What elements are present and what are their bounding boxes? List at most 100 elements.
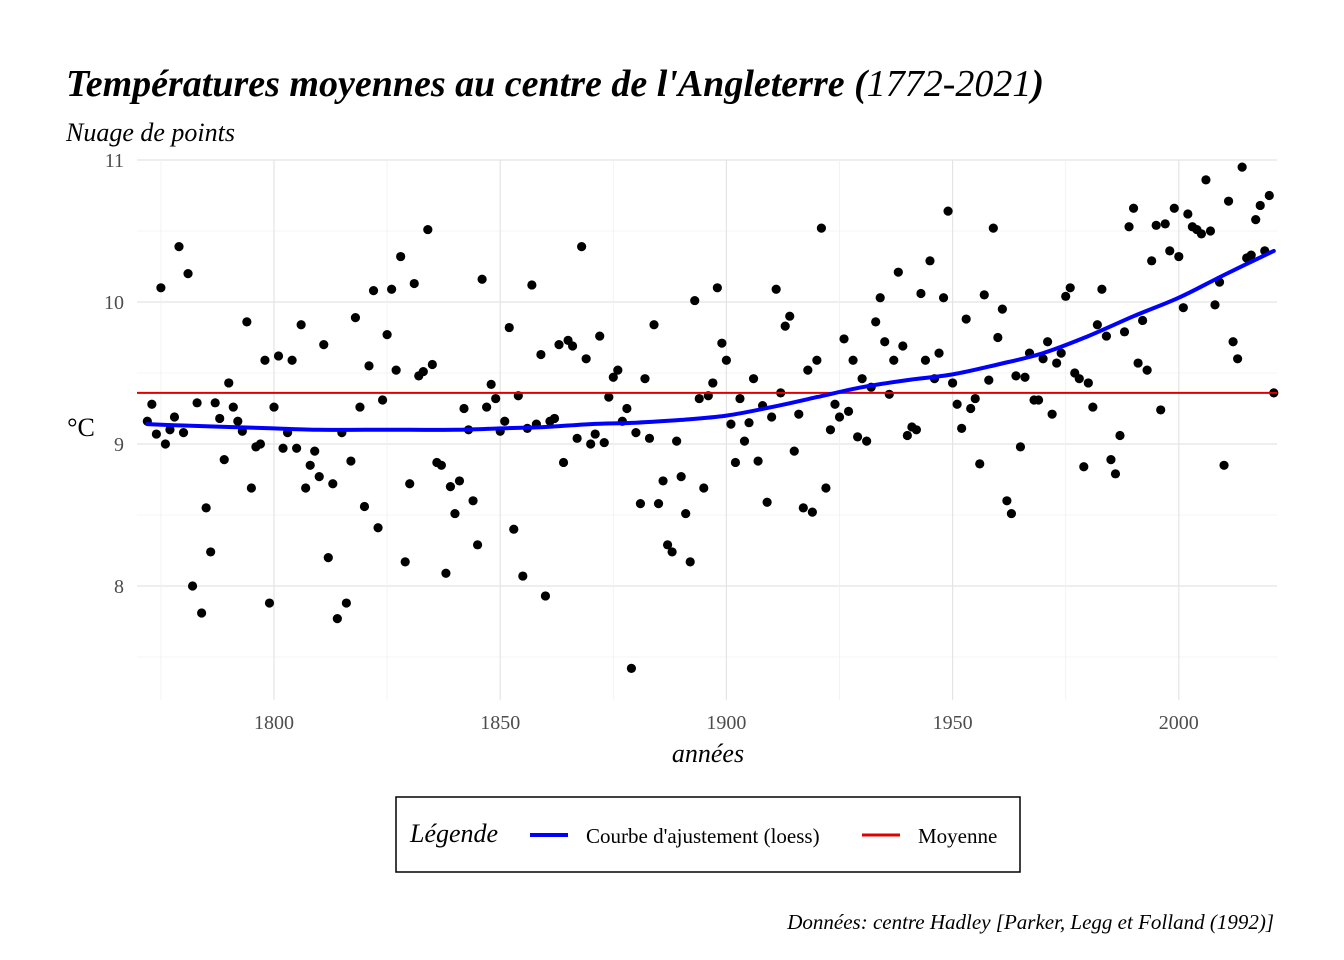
data-point: [843, 406, 854, 416]
data-point: [1110, 469, 1121, 479]
legend: Légende Courbe d'ajustement (loess) Moye…: [395, 796, 1021, 873]
data-point: [685, 557, 695, 567]
data-point: [1223, 196, 1234, 206]
data-point: [667, 547, 677, 557]
x-tick-label: 1850: [480, 712, 520, 734]
data-point: [341, 598, 351, 608]
data-point: [721, 355, 732, 365]
data-point: [1196, 229, 1207, 239]
data-point: [423, 224, 433, 235]
data-point: [1156, 405, 1166, 415]
data-point: [518, 571, 528, 581]
data-point: [970, 393, 980, 404]
data-point: [613, 365, 623, 375]
data-point: [482, 402, 492, 412]
data-point: [1074, 374, 1084, 384]
data-point: [653, 499, 664, 509]
data-point: [590, 429, 600, 439]
data-point: [558, 457, 569, 468]
data-point: [803, 365, 813, 375]
data-point: [468, 496, 478, 506]
data-point: [278, 443, 288, 453]
data-point: [500, 416, 510, 426]
data-point: [536, 349, 546, 360]
data-point: [355, 402, 365, 412]
data-point: [359, 501, 370, 512]
data-point: [373, 523, 383, 533]
legend-label-loess: Courbe d'ajustement (loess): [586, 824, 820, 848]
data-point: [187, 581, 198, 591]
data-point: [1043, 337, 1053, 347]
data-point: [898, 341, 908, 351]
data-point: [997, 304, 1007, 314]
data-point: [174, 242, 184, 252]
data-point: [527, 280, 537, 290]
data-point: [1165, 246, 1175, 256]
data-point: [264, 598, 275, 608]
data-point: [1011, 371, 1021, 381]
data-point: [753, 456, 763, 466]
data-point: [1210, 300, 1220, 310]
y-tick-label: 11: [105, 150, 124, 172]
data-point: [952, 399, 962, 409]
data-point: [825, 425, 836, 435]
data-point: [1079, 462, 1089, 472]
data-point: [1047, 409, 1057, 419]
data-point: [364, 361, 374, 371]
data-point: [767, 412, 777, 422]
data-point: [540, 591, 551, 601]
data-point: [1138, 315, 1148, 326]
data-point: [418, 366, 428, 377]
data-point: [599, 437, 609, 448]
data-point: [296, 320, 306, 330]
data-point: [794, 409, 804, 419]
data-point: [735, 393, 745, 404]
data-point: [744, 418, 754, 428]
data-point: [979, 290, 989, 300]
data-point: [224, 378, 234, 388]
data-point: [1133, 358, 1143, 368]
data-point: [771, 284, 781, 294]
data-point: [649, 320, 659, 330]
data-point: [445, 482, 456, 492]
data-point: [1015, 442, 1026, 452]
data-point: [690, 295, 700, 306]
data-point: [1160, 219, 1170, 229]
data-point: [681, 508, 691, 519]
data-point: [151, 429, 161, 439]
data-point: [1128, 203, 1139, 213]
data-point: [206, 547, 216, 557]
data-point: [350, 313, 361, 323]
data-point: [586, 439, 596, 449]
data-point: [848, 355, 858, 365]
data-point: [1038, 354, 1048, 364]
data-point: [310, 446, 320, 456]
y-tick-label: 10: [104, 292, 124, 314]
data-point: [219, 455, 229, 465]
data-point: [785, 311, 795, 321]
data-point: [233, 416, 243, 426]
data-point: [1020, 372, 1030, 382]
data-point: [459, 403, 469, 414]
data-point: [739, 436, 750, 446]
data-point: [830, 399, 840, 409]
data-point: [604, 392, 614, 402]
data-point: [156, 283, 166, 293]
data-point: [183, 269, 193, 279]
chart-title: Températures moyennes au centre de l'Ang…: [66, 63, 1044, 105]
y-axis-ticks: 8 9 10 11: [104, 150, 124, 598]
data-point: [839, 334, 849, 344]
data-point: [880, 337, 890, 347]
data-point: [1255, 200, 1265, 211]
data-point: [427, 359, 437, 370]
data-point: [486, 379, 496, 389]
data-point: [920, 355, 931, 365]
data-point: [147, 399, 157, 409]
data-point: [160, 439, 171, 449]
data-point: [391, 365, 401, 375]
data-point: [911, 425, 922, 435]
x-tick-label: 1900: [706, 712, 746, 734]
data-point: [948, 378, 958, 388]
data-point: [323, 553, 333, 563]
